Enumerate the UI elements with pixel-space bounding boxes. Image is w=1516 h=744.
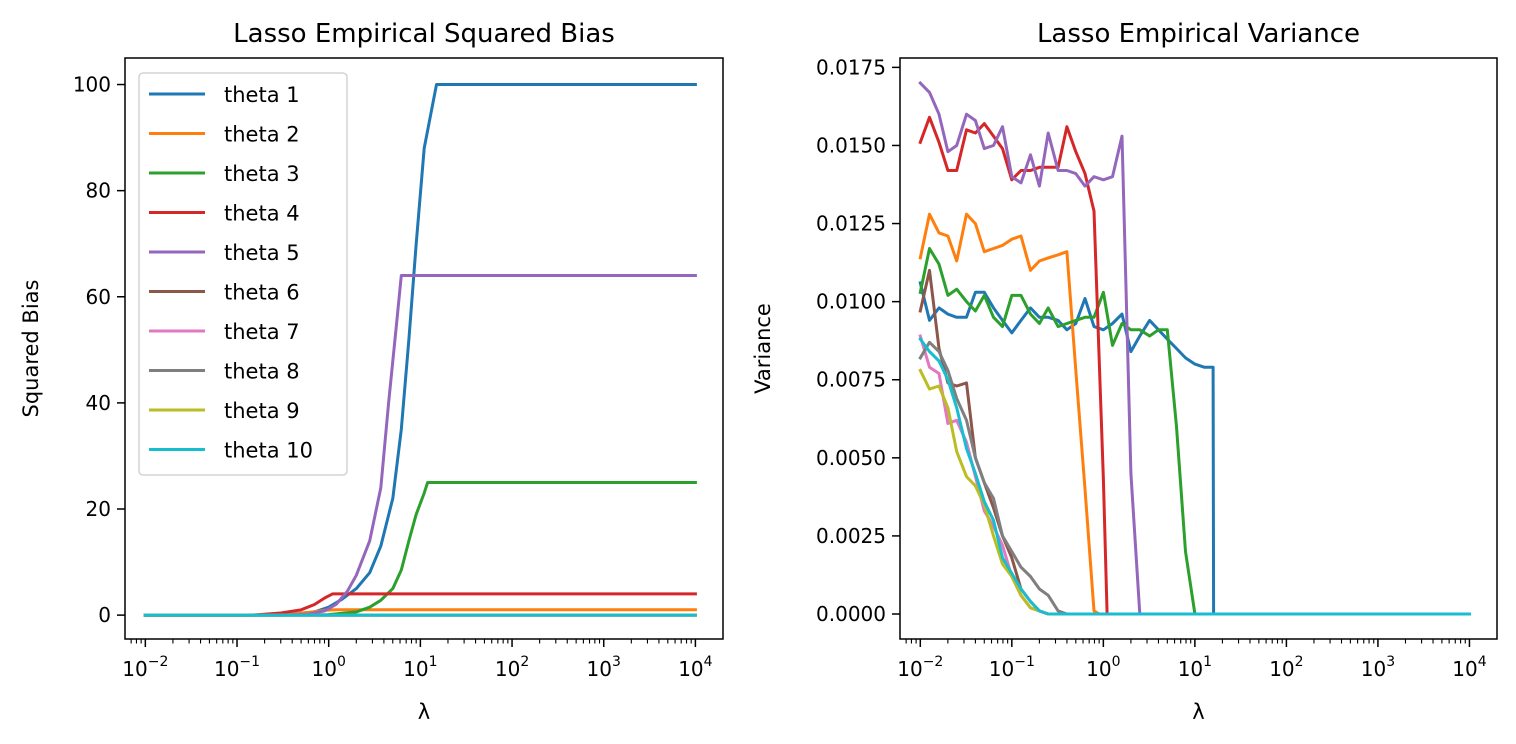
y-tick-label: 0.0075	[816, 368, 886, 392]
y-tick-label: 0.0150	[816, 133, 886, 157]
legend-label: theta 5	[224, 241, 300, 265]
legend-item: theta 5	[149, 241, 300, 265]
legend-label: theta 9	[224, 399, 300, 423]
legend-label: theta 6	[224, 281, 300, 305]
legend-item: theta 9	[149, 399, 300, 423]
x-tick-label: 103	[1361, 654, 1395, 681]
x-axis-label: λ	[1192, 700, 1204, 724]
x-tick-label: 10−1	[989, 654, 1035, 681]
series-line-theta-3	[143, 481, 697, 617]
x-axis-label: λ	[418, 700, 430, 724]
y-tick-label: 0.0125	[816, 212, 886, 236]
legend-item: theta 4	[149, 202, 300, 226]
x-tick-label: 103	[587, 654, 621, 681]
series-line-theta-8	[918, 340, 1471, 616]
x-tick-label: 102	[1269, 654, 1303, 681]
x-tick-label: 100	[1086, 654, 1120, 681]
legend-item: theta 2	[149, 123, 300, 147]
plot-frame	[124, 57, 724, 640]
y-axis-label: Variance	[751, 303, 775, 394]
series-group	[918, 80, 1471, 616]
series-line-theta-9	[918, 368, 1471, 616]
x-tick-label: 100	[312, 654, 346, 681]
legend-label: theta 8	[224, 360, 300, 384]
series-line-theta-5	[143, 274, 697, 617]
y-tick-label: 0.0100	[816, 290, 886, 314]
series-line-theta-7	[918, 334, 1471, 616]
squared-bias-chart: Lasso Empirical Squared Bias λ Squared B…	[19, 19, 724, 724]
legend-item: theta 7	[149, 320, 300, 344]
x-tick-label: 10−1	[214, 654, 260, 681]
legend-item: theta 8	[149, 360, 300, 384]
legend: theta 1 theta 2 theta 3 theta 4 theta 5 theta…	[138, 72, 348, 476]
series-line-theta-3	[918, 247, 1471, 616]
y-tick-label: 20	[86, 497, 111, 521]
y-tick-label: 0.0050	[816, 446, 886, 470]
legend-label: theta 7	[224, 320, 300, 344]
series-line-theta-4	[143, 592, 697, 617]
series-line-theta-1	[918, 281, 1471, 616]
plot-frame	[899, 57, 1498, 640]
series-line-theta-10	[918, 337, 1471, 616]
variance-chart: Lasso Empirical Variance λ Variance 10−2…	[751, 19, 1498, 724]
y-axis-label: Squared Bias	[19, 280, 43, 418]
x-tick-label: 104	[678, 654, 712, 681]
legend-label: theta 10	[224, 439, 313, 463]
plot-area: 10−2 10−1 100 101 102 103 104 0.0000 0.0025 0.005…	[816, 55, 1498, 681]
chart-title: Lasso Empirical Squared Bias	[233, 19, 615, 49]
legend-label: theta 3	[224, 162, 300, 186]
legend-label: theta 4	[224, 202, 300, 226]
x-tick-label: 102	[495, 654, 529, 681]
plot-area: 10−2 10−1 100 101 102 103 104 0 20 40 60 80 100 theta…	[73, 57, 724, 681]
series-line-theta-2	[918, 212, 1471, 616]
y-tick-label: 0.0175	[816, 55, 886, 79]
legend-item: theta 6	[149, 281, 300, 305]
legend-item: theta 3	[149, 162, 300, 186]
y-tick-label: 0.0025	[816, 524, 886, 548]
chart-title: Lasso Empirical Variance	[1037, 19, 1360, 49]
y-tick-label: 60	[86, 285, 111, 309]
x-tick-label: 101	[403, 654, 437, 681]
y-tick-label: 0.0000	[816, 602, 886, 626]
y-tick-label: 0	[98, 603, 111, 627]
legend-label: theta 2	[224, 123, 300, 147]
x-tick-label: 10−2	[897, 654, 943, 681]
x-tick-label: 10−2	[122, 654, 168, 681]
legend-label: theta 1	[224, 83, 300, 107]
legend-item: theta 10	[149, 439, 313, 463]
x-tick-label: 104	[1452, 654, 1486, 681]
y-tick-label: 40	[86, 391, 111, 415]
legend-item: theta 1	[149, 83, 300, 107]
y-tick-label: 80	[86, 179, 111, 203]
series-group	[143, 83, 697, 617]
x-tick-label: 101	[1178, 654, 1212, 681]
y-tick-label: 100	[73, 73, 111, 97]
